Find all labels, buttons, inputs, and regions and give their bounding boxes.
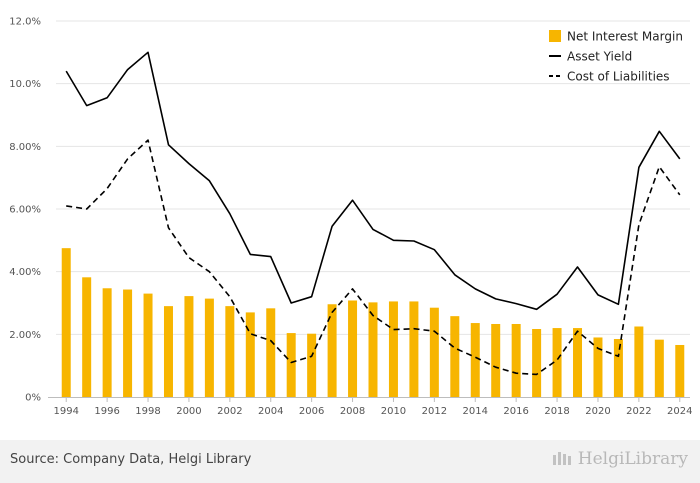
x-tick-label: 1998 xyxy=(135,406,160,417)
nim-bar xyxy=(613,339,623,397)
x-tick-label: 2014 xyxy=(463,406,488,417)
library-logo-icon xyxy=(552,452,571,465)
x-tick-label: 2018 xyxy=(544,406,569,417)
footer: Source: Company Data, Helgi Library Helg… xyxy=(0,440,700,483)
asset-yield-line xyxy=(65,51,681,311)
nim-bar xyxy=(348,300,358,397)
nim-bar xyxy=(123,289,133,397)
nim-bar xyxy=(491,323,501,397)
legend-swatch-nim xyxy=(549,30,561,42)
nim-bar xyxy=(184,296,194,397)
nim-bar xyxy=(532,329,542,397)
nim-bar xyxy=(245,312,255,397)
nim-bar xyxy=(143,293,153,397)
nim-bar xyxy=(634,326,644,397)
nim-bar xyxy=(307,333,317,397)
nim-bar xyxy=(388,301,398,397)
x-tick-label: 2002 xyxy=(217,406,242,417)
nim-bar xyxy=(163,306,173,397)
nim-bar xyxy=(654,339,664,397)
y-tick-label: 8.00% xyxy=(9,142,41,153)
nim-bar xyxy=(225,306,235,397)
nim-bar xyxy=(429,307,439,397)
legend-label: Cost of Liabilities xyxy=(567,70,670,84)
nim-bar xyxy=(409,301,419,397)
nim-bar xyxy=(286,333,296,397)
y-tick-label: 0% xyxy=(25,393,41,404)
logo-text: HelgiLibrary xyxy=(577,449,688,469)
chart: 0% 2.00% 4.00% 6.00% 8.00% 10.0% 12.0% 1994 1996… xyxy=(9,17,692,418)
nim-bar xyxy=(368,302,378,397)
nim-bar xyxy=(450,316,460,397)
x-tick-label: 2004 xyxy=(258,406,283,417)
nim-bar xyxy=(61,248,71,397)
x-tick-label: 1994 xyxy=(53,406,78,417)
nim-bar xyxy=(470,323,480,397)
x-tick-label: 2010 xyxy=(381,406,406,417)
nim-bar xyxy=(327,304,337,397)
x-tick-label: 2008 xyxy=(340,406,365,417)
helgi-library-logo: HelgiLibrary xyxy=(552,449,688,469)
legend-label: Asset Yield xyxy=(567,50,632,64)
source-note: Source: Company Data, Helgi Library xyxy=(10,452,252,467)
y-tick-label: 2.00% xyxy=(9,330,41,341)
x-tick-label: 2006 xyxy=(299,406,324,417)
x-tick-label: 1996 xyxy=(94,406,119,417)
x-tick-label: 2016 xyxy=(503,406,528,417)
x-tick-label: 2020 xyxy=(585,406,610,417)
legend-label: Net Interest Margin xyxy=(567,30,683,44)
nim-bar xyxy=(82,277,92,397)
y-tick-label: 10.0% xyxy=(9,79,41,90)
nim-bar xyxy=(102,288,112,397)
x-tick-label: 2024 xyxy=(667,406,692,417)
y-tick-label: 12.0% xyxy=(9,17,41,28)
y-tick-label: 4.00% xyxy=(9,267,41,278)
nim-bar xyxy=(511,323,521,397)
x-tick-label: 2022 xyxy=(626,406,651,417)
x-tick-label: 2012 xyxy=(422,406,447,417)
y-tick-label: 6.00% xyxy=(9,205,41,216)
cost-of-liabilities-line xyxy=(66,139,681,376)
nim-bar xyxy=(266,308,276,397)
nim-bar xyxy=(552,328,562,397)
nim-bar xyxy=(573,328,583,397)
nim-bar xyxy=(593,337,603,397)
x-tick-label: 2000 xyxy=(176,406,201,417)
nim-bar xyxy=(675,344,685,397)
nim-bar xyxy=(204,298,214,397)
